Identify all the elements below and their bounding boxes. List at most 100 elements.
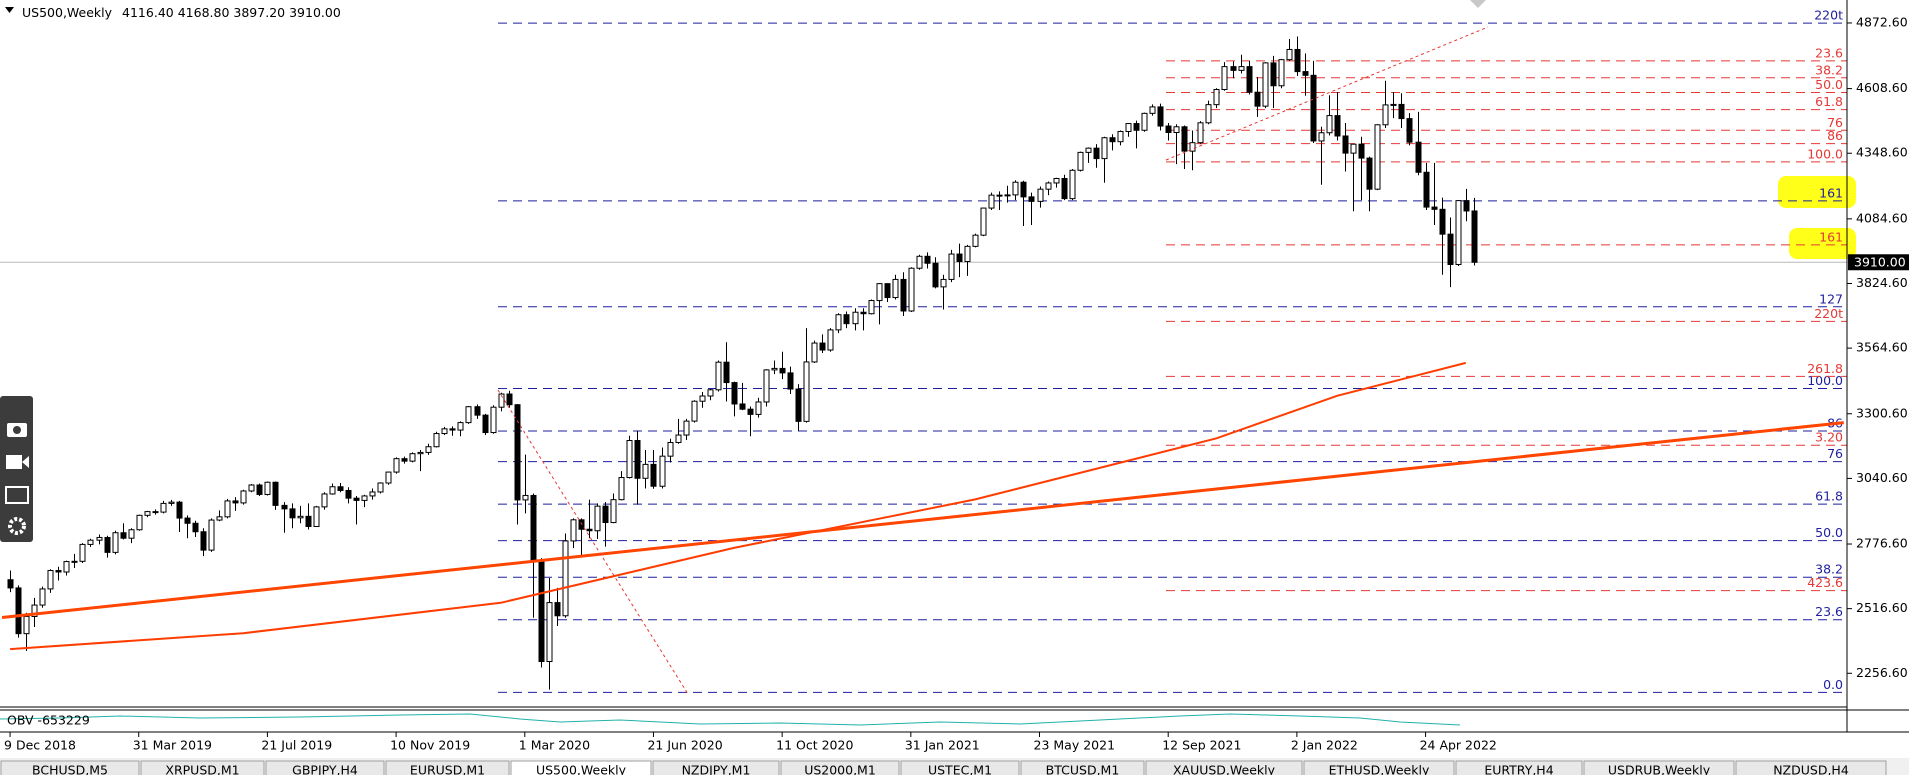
candle-body (602, 505, 609, 524)
tab[interactable] (1145, 760, 1303, 775)
tab[interactable] (385, 760, 510, 775)
fib-label: 220t (1814, 8, 1843, 23)
candle-body (924, 255, 931, 264)
candle-body (1447, 233, 1454, 266)
candle-body (1455, 200, 1462, 266)
candle-body (1149, 106, 1156, 114)
tab-label[interactable]: EURTRY,H4 (1484, 763, 1553, 775)
candle-body (128, 529, 135, 539)
tab[interactable] (1020, 760, 1145, 775)
candle-body (1125, 123, 1132, 133)
candle-body (264, 481, 271, 495)
candle-body (940, 278, 947, 288)
tab[interactable] (0, 760, 140, 775)
candle-body (1133, 123, 1140, 131)
fib-label: 76 (1827, 115, 1843, 130)
side-toolbar (0, 396, 33, 542)
candle-body (1045, 182, 1052, 190)
candle-body (425, 446, 432, 453)
candle-body (200, 531, 207, 551)
tab-label[interactable]: NZDJPY,M1 (682, 763, 751, 775)
tab-label[interactable]: ETHUSD,Weekly (1329, 763, 1430, 775)
fib-label: 23.6 (1815, 604, 1843, 619)
candle-body (707, 389, 714, 397)
video-icon[interactable] (6, 455, 22, 469)
tab-label[interactable]: XAUUSD,Weekly (1173, 763, 1276, 775)
fib-label: 0.0 (1823, 677, 1843, 692)
candle-body (313, 506, 320, 528)
settings-icon[interactable] (8, 517, 26, 535)
candle-body (594, 505, 601, 532)
candle-body (1390, 103, 1397, 106)
candle-body (795, 388, 802, 422)
candle-body (916, 255, 923, 269)
candle-body (1342, 135, 1349, 154)
candle-body (15, 587, 22, 635)
candle-body (457, 422, 464, 431)
candle-body (1406, 118, 1413, 143)
candle-body (305, 515, 312, 528)
tab-label[interactable]: US500,Weekly (536, 763, 627, 775)
tab-label[interactable]: USTEC,M1 (928, 763, 992, 775)
fib-anchor-line (1165, 26, 1489, 161)
candle-body (659, 455, 666, 487)
candle-body (699, 395, 706, 402)
tab-bar: BCHUSD,M5 XRPUSD,M1 GBPJPY,H4 EURUSD,M1 US50… (0, 758, 1909, 775)
tab[interactable] (900, 760, 1020, 775)
tab[interactable] (1303, 760, 1455, 775)
candle-body (1053, 177, 1060, 184)
y-tick-label: 4872.60 (1856, 14, 1908, 29)
tab[interactable] (780, 760, 900, 775)
candle-body (474, 406, 481, 416)
plot-area: 220t161127100.0867661.850.038.223.60.023… (0, 8, 1847, 693)
y-tick-label: 3040.60 (1856, 470, 1908, 485)
tab-label[interactable]: BTCUSD,M1 (1046, 763, 1120, 775)
tab-label[interactable]: NZDUSD,H4 (1773, 763, 1849, 775)
candle-body (1374, 124, 1381, 190)
gallery-icon[interactable] (5, 486, 29, 504)
tab-label[interactable]: USDRUB,Weekly (1608, 763, 1711, 775)
fib-label: 23.6 (1815, 45, 1843, 60)
tab-label[interactable]: BCHUSD,M5 (32, 763, 108, 775)
fib-label: 38.2 (1815, 562, 1843, 577)
y-tick-label: 2516.60 (1856, 600, 1908, 615)
candle-body (441, 428, 448, 435)
tab[interactable] (265, 760, 385, 775)
candle-body (908, 267, 915, 312)
candle-body (514, 404, 521, 501)
tab[interactable] (140, 760, 265, 775)
obv-label: OBV -653229 (7, 713, 90, 728)
candle-body (819, 342, 826, 351)
candle-body (385, 471, 392, 484)
x-tick-label: 21 Jun 2020 (647, 738, 722, 753)
ohlc-close: 3910.00 (289, 5, 341, 20)
candle-body (1415, 141, 1422, 173)
candle-body (377, 482, 384, 493)
candle-body (683, 420, 690, 436)
candle-body (1302, 71, 1309, 76)
candle-body (272, 481, 279, 506)
tab[interactable] (652, 760, 780, 775)
candle-body (900, 278, 907, 312)
x-tick-label: 31 Jan 2021 (905, 738, 980, 753)
tab-label[interactable]: EURUSD,M1 (410, 763, 485, 775)
x-tick-label: 9 Dec 2018 (4, 738, 76, 753)
y-tick-label: 3300.60 (1856, 405, 1908, 420)
candle-body (723, 361, 730, 384)
y-tick-label: 3564.60 (1856, 340, 1908, 355)
tab[interactable] (1735, 760, 1887, 775)
tab[interactable] (1583, 760, 1735, 775)
candle-body (224, 500, 231, 518)
tab-label[interactable]: XRPUSD,M1 (165, 763, 239, 775)
tab-label[interactable]: US2000,M1 (804, 763, 876, 775)
tab[interactable] (510, 760, 652, 775)
candle-body (1358, 143, 1365, 159)
tab[interactable] (1455, 760, 1583, 775)
candle-body (1294, 48, 1301, 73)
candle-body (827, 329, 834, 351)
tab-label[interactable]: GBPJPY,H4 (292, 763, 358, 775)
candle-body (988, 194, 995, 209)
candle-body (1221, 66, 1228, 90)
candle-body (1093, 147, 1100, 160)
candle-body (650, 463, 657, 487)
